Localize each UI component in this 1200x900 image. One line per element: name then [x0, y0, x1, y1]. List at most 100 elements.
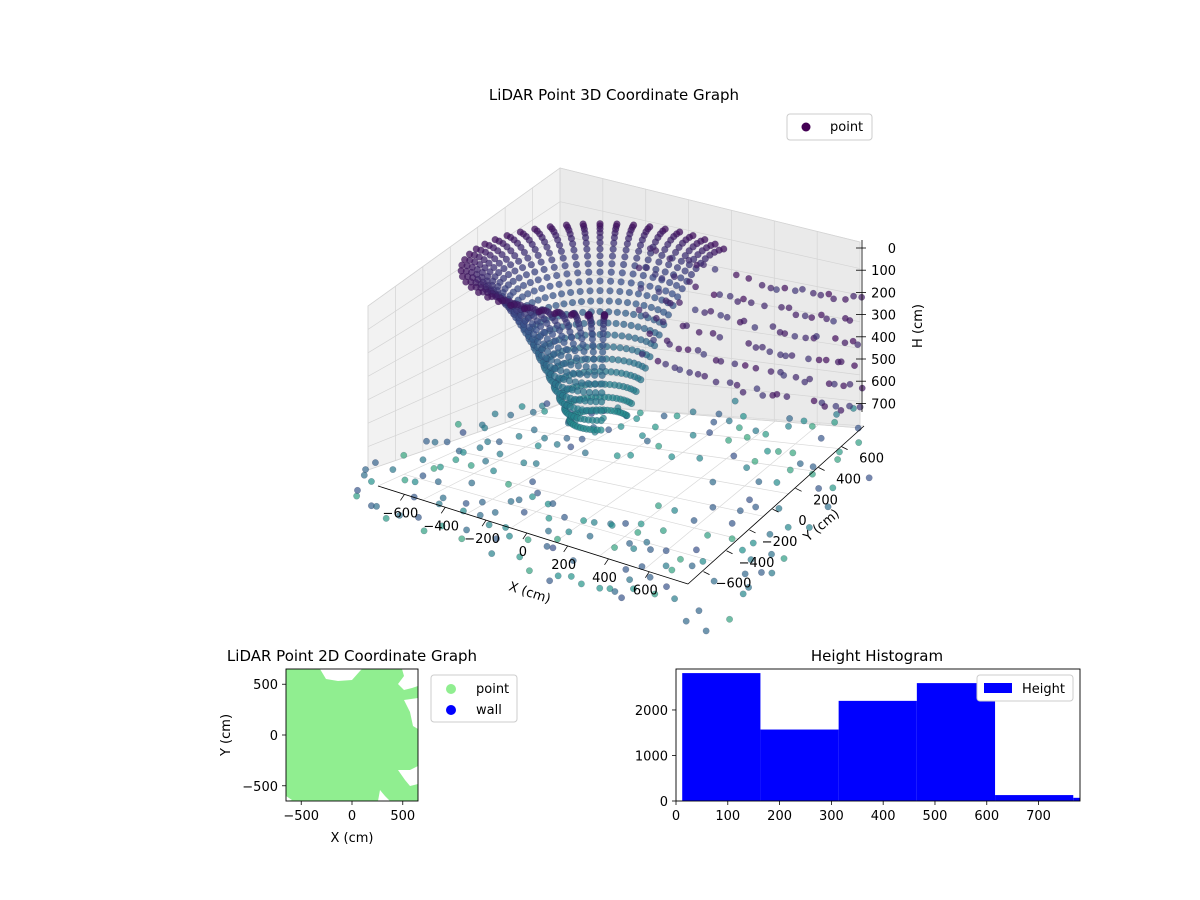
dome-point — [598, 363, 606, 371]
floor-point — [651, 423, 659, 431]
dome-point — [628, 346, 636, 354]
dome-point — [546, 282, 554, 290]
floor-point — [495, 438, 503, 446]
dome-point — [597, 426, 605, 434]
dome-point — [552, 301, 560, 310]
legend-label-point: point — [830, 120, 863, 135]
dome-point — [609, 245, 617, 253]
grid-line — [367, 369, 561, 447]
floor-point — [439, 494, 447, 502]
dome-point — [567, 361, 575, 369]
floor-point — [454, 420, 462, 428]
floor-point — [805, 524, 813, 531]
floor-point — [736, 507, 744, 515]
dome-point — [605, 297, 613, 305]
floor-point — [739, 590, 747, 598]
dome-point — [599, 348, 607, 356]
floor-point — [491, 509, 499, 516]
floor-point — [372, 459, 379, 466]
wall-point — [723, 313, 731, 321]
wall-point — [785, 304, 793, 312]
floor-point — [780, 555, 788, 562]
floor-point — [529, 478, 536, 486]
floor-point — [516, 553, 524, 561]
z-axis-ticks: 0 100 200 300 400 500 600 700 — [856, 242, 896, 412]
x-tick-label: 400 — [592, 571, 617, 586]
wall-point — [659, 318, 667, 326]
dome-point — [572, 260, 581, 269]
dome-point — [543, 335, 551, 343]
grid-line — [599, 419, 778, 557]
dome-point — [576, 287, 584, 296]
wall-point — [842, 296, 849, 303]
x-tick-label: 200 — [767, 809, 792, 824]
floor-point — [534, 489, 541, 497]
wall-point — [637, 284, 645, 292]
wall-point — [831, 334, 839, 342]
x-tick-label: −500 — [283, 809, 319, 824]
dome-point — [524, 290, 532, 298]
z-tick-label: 700 — [871, 397, 896, 412]
dome-point — [611, 331, 619, 339]
floor-point — [430, 465, 438, 472]
wall-point — [806, 375, 814, 383]
floor-point — [809, 463, 817, 471]
dome-point — [540, 328, 548, 336]
wall-point — [638, 350, 646, 358]
dome-point — [609, 343, 618, 351]
floor-point — [368, 478, 375, 485]
pane-back — [559, 167, 861, 429]
z-tick-label: 500 — [871, 353, 896, 368]
wall-point — [658, 274, 666, 282]
floor-point — [854, 424, 862, 432]
grid-line — [510, 413, 691, 529]
floor-point — [627, 451, 635, 459]
wall-point — [643, 264, 651, 272]
dome-point — [646, 282, 654, 290]
dome-point — [548, 330, 557, 338]
dome-point — [701, 236, 709, 244]
dome-point — [557, 351, 565, 360]
floor-point — [476, 444, 484, 452]
dome-point — [579, 220, 587, 228]
y-axis-line — [687, 425, 865, 585]
legend-marker-height — [984, 683, 1012, 693]
x-tick-mark — [440, 507, 446, 514]
dome-point — [538, 284, 546, 293]
floor-point — [543, 400, 551, 408]
dome-point — [527, 261, 535, 269]
floor-point — [577, 580, 585, 588]
x-tick-mark — [481, 519, 487, 527]
floor-point — [554, 535, 561, 543]
scatter2d-gap — [286, 796, 292, 801]
z-tick-label: 400 — [871, 331, 896, 346]
floor-point — [543, 542, 551, 550]
dome-point — [616, 344, 624, 352]
floor-point — [613, 452, 621, 460]
dome-point — [569, 340, 577, 348]
floor-point — [611, 588, 619, 595]
dome-point — [640, 324, 649, 333]
wall-point — [783, 393, 791, 401]
wall-point — [799, 285, 806, 293]
dome-point — [520, 305, 528, 313]
dome-point — [627, 321, 635, 330]
y-tick-label: 0 — [660, 795, 668, 810]
floor-point — [755, 478, 763, 486]
floor-point — [690, 517, 698, 524]
dome-point — [565, 377, 574, 385]
wall-point — [773, 286, 780, 293]
wall-point — [717, 311, 725, 319]
floor-point — [773, 479, 781, 486]
chart2d-xlabel: X (cm) — [331, 831, 374, 846]
hist-frame — [675, 668, 1081, 802]
dome-point — [619, 260, 628, 269]
dome-point — [596, 297, 604, 305]
x-tick-label: 200 — [551, 558, 576, 573]
floor-point — [478, 498, 486, 506]
wall-point — [685, 256, 693, 264]
floor-point — [481, 424, 489, 432]
legend-label-height: Height — [1022, 682, 1065, 697]
dome-point — [622, 345, 630, 353]
floor-point — [596, 584, 604, 592]
